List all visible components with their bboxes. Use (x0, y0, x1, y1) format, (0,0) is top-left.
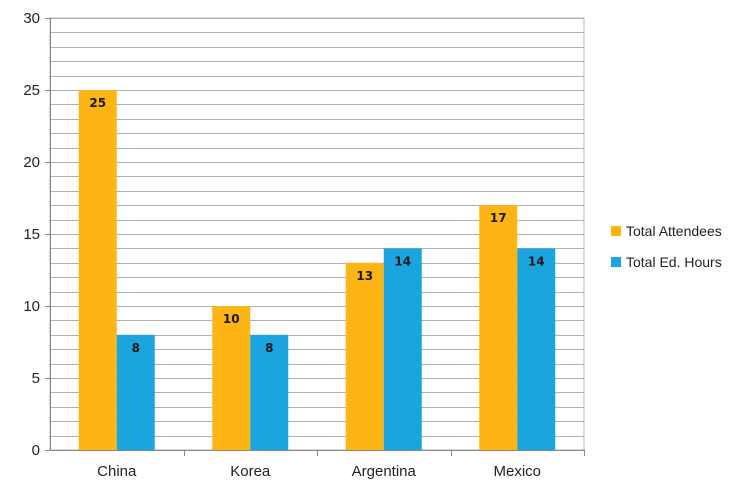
legend-swatch (611, 226, 621, 236)
x-tick-label: Korea (230, 463, 271, 480)
data-label: 14 (394, 254, 411, 268)
y-tick-label: 5 (32, 370, 40, 387)
y-axis: 0 5 10 15 20 25 30 (23, 10, 51, 459)
legend-swatch (611, 257, 621, 267)
bar-total-attendees-argentina (345, 262, 384, 450)
legend-label: Total Attendees (626, 223, 722, 239)
y-tick-label: 20 (23, 154, 40, 171)
bar-total-ed-hours-argentina (383, 248, 422, 450)
y-tick-label: 25 (23, 82, 40, 99)
y-tick-label: 15 (23, 226, 40, 243)
x-tick-label: Argentina (352, 463, 417, 480)
legend: Total Attendees Total Ed. Hours (611, 223, 722, 270)
data-labels: 25 8 10 8 13 14 17 14 (89, 96, 544, 355)
bar-total-ed-hours-mexico (517, 248, 556, 450)
legend-label: Total Ed. Hours (626, 254, 722, 270)
bar-total-ed-hours-china (116, 334, 155, 450)
data-label: 10 (223, 312, 240, 326)
bar-total-attendees-china (78, 90, 117, 450)
bar-total-attendees-mexico (479, 205, 518, 450)
x-axis: China Korea Argentina Mexico (50, 450, 585, 480)
y-tick-label: 0 (32, 442, 40, 459)
bar-total-ed-hours-korea (250, 334, 289, 450)
data-label: 17 (490, 211, 507, 225)
bars (78, 90, 556, 450)
data-label: 13 (356, 269, 373, 283)
x-tick-label: Mexico (493, 463, 541, 480)
data-label: 8 (265, 341, 273, 355)
data-label: 14 (528, 254, 545, 268)
y-tick-label: 10 (23, 298, 40, 315)
data-label: 8 (132, 341, 140, 355)
x-tick-label: China (97, 463, 137, 480)
data-label: 25 (89, 96, 106, 110)
bar-total-attendees-korea (212, 306, 251, 450)
y-tick-label: 30 (23, 10, 40, 27)
